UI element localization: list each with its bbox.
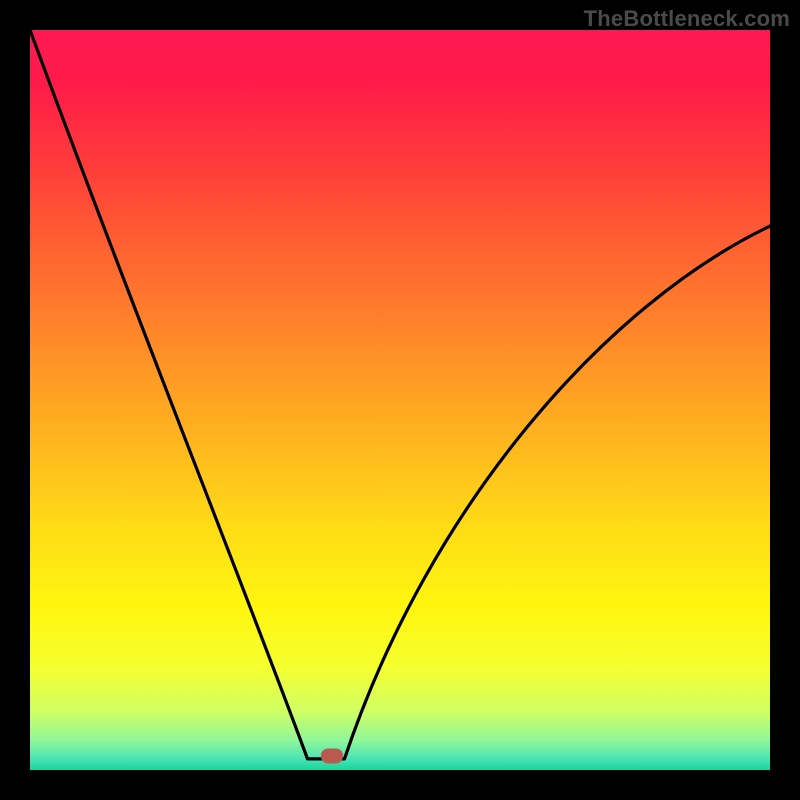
chart-container: TheBottleneck.com xyxy=(0,0,800,800)
bottleneck-curve xyxy=(30,30,770,770)
watermark-text: TheBottleneck.com xyxy=(584,6,790,32)
curve-path xyxy=(30,30,770,759)
optimum-marker xyxy=(321,748,343,763)
plot-area xyxy=(30,30,770,770)
